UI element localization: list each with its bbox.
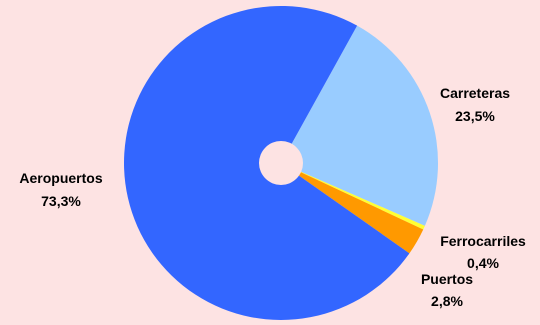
pie-slice-carreteras (281, 25, 439, 226)
label-puertos-value: 2,8% (431, 293, 463, 309)
pie-center-hole (259, 141, 303, 185)
label-carreteras-name: Carreteras (440, 85, 510, 101)
label-carreteras-value: 23,5% (455, 108, 495, 124)
pie-labels: Carreteras 23,5% Ferrocarriles 0,4% Puer… (19, 85, 526, 309)
label-aeropuertos-name: Aeropuertos (19, 170, 102, 186)
label-ferrocarriles-value: 0,4% (467, 255, 499, 271)
pie-slice-puertos (281, 163, 424, 254)
label-puertos-name: Puertos (421, 271, 473, 287)
label-aeropuertos-value: 73,3% (41, 193, 81, 209)
pie-slice-ferrocarriles (281, 163, 425, 230)
label-ferrocarriles-name: Ferrocarriles (440, 233, 526, 249)
